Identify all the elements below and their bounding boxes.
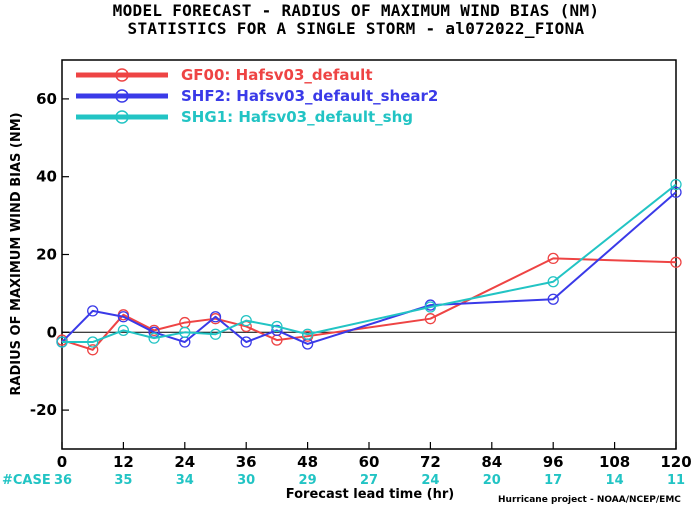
x-axis-label: Forecast lead time (hr): [286, 487, 454, 502]
x-tick-label: 36: [236, 453, 257, 471]
series-3-point: [148, 332, 160, 344]
legend-swatch-marker: [115, 68, 129, 82]
y-tick-label: 0: [47, 323, 57, 341]
series-3-point: [670, 178, 682, 191]
series-3-point: [424, 301, 437, 313]
case-count: 24: [421, 473, 439, 488]
series-1-point: [424, 313, 437, 325]
legend-label: GF00: Hafsv03_default: [181, 66, 372, 84]
series-2-point: [670, 186, 682, 198]
series-line-1: [61, 257, 677, 351]
x-tick-label: 120: [660, 453, 691, 471]
series-line-3: [62, 183, 677, 344]
series-2-point: [117, 311, 130, 323]
x-tick-label: 12: [113, 453, 134, 471]
series-3-point: [87, 336, 99, 348]
chart-title-line-1: MODEL FORECAST - RADIUS OF MAXIMUM WIND …: [113, 1, 600, 20]
legend-swatch-marker: [115, 110, 129, 124]
case-count-row: #CASE 36 35 34 30 29 27 24 20 17 14 11: [2, 473, 685, 488]
case-count: 36: [54, 473, 72, 488]
case-count: 20: [483, 473, 501, 488]
case-count: 35: [114, 473, 132, 488]
x-tick-label: 84: [481, 453, 502, 471]
series-2-point: [547, 293, 559, 305]
credit-text: Hurricane project - NOAA/NCEP/EMC: [498, 495, 681, 505]
series-3-point: [301, 328, 314, 340]
case-row-label: #CASE: [2, 473, 51, 488]
x-tick-label: 48: [297, 453, 318, 471]
x-tick-label: 72: [420, 453, 441, 471]
series-3-point: [179, 326, 191, 338]
case-count: 11: [667, 473, 685, 488]
series-2-point: [240, 336, 252, 348]
chart-title-line-2: STATISTICS FOR A SINGLE STORM - al072022…: [128, 19, 585, 38]
series-1-point: [670, 256, 682, 268]
series-1-point: [87, 344, 99, 356]
y-tick-label: 20: [36, 246, 57, 264]
series-2-point: [87, 305, 99, 317]
series-3-point: [271, 320, 283, 333]
legend-swatch-marker: [115, 89, 129, 103]
x-tick-label: 24: [174, 453, 195, 471]
series-1-point: [547, 252, 559, 265]
case-count: 17: [544, 473, 562, 488]
series-2-point: [271, 324, 283, 337]
case-count: 27: [360, 473, 378, 488]
case-count: 30: [237, 473, 255, 488]
series-2-point: [209, 311, 222, 323]
y-tick-label: -20: [30, 401, 57, 419]
legend: GF00: Hafsv03_default SHF2: Hafsv03_defau…: [76, 66, 438, 126]
legend-label: SHG1: Hafsv03_default_shg: [181, 108, 413, 126]
legend-label: SHF2: Hafsv03_default_shear2: [181, 87, 438, 105]
case-count: 29: [299, 473, 317, 488]
x-axis-ticks: 0 12 24 36 48 60 72 84 96 108 120: [57, 442, 692, 471]
series-3-point: [547, 276, 559, 288]
y-axis-ticks: -20 0 20 40 60: [30, 90, 69, 419]
series-3-point: [209, 328, 222, 340]
y-axis-label: RADIUS OF MAXIMUM WIND BIAS (NM): [9, 112, 24, 395]
series-3-point: [56, 336, 68, 348]
case-count: 14: [606, 473, 624, 488]
series-layer: [56, 178, 682, 356]
x-tick-label: 60: [359, 453, 380, 471]
case-count: 34: [176, 473, 194, 488]
series-3-point: [240, 314, 252, 327]
series-3-point: [117, 324, 130, 337]
y-tick-label: 60: [36, 90, 57, 108]
x-tick-label: 0: [57, 453, 67, 471]
x-tick-label: 108: [599, 453, 630, 471]
y-tick-label: 40: [36, 168, 57, 186]
x-tick-label: 96: [543, 453, 564, 471]
